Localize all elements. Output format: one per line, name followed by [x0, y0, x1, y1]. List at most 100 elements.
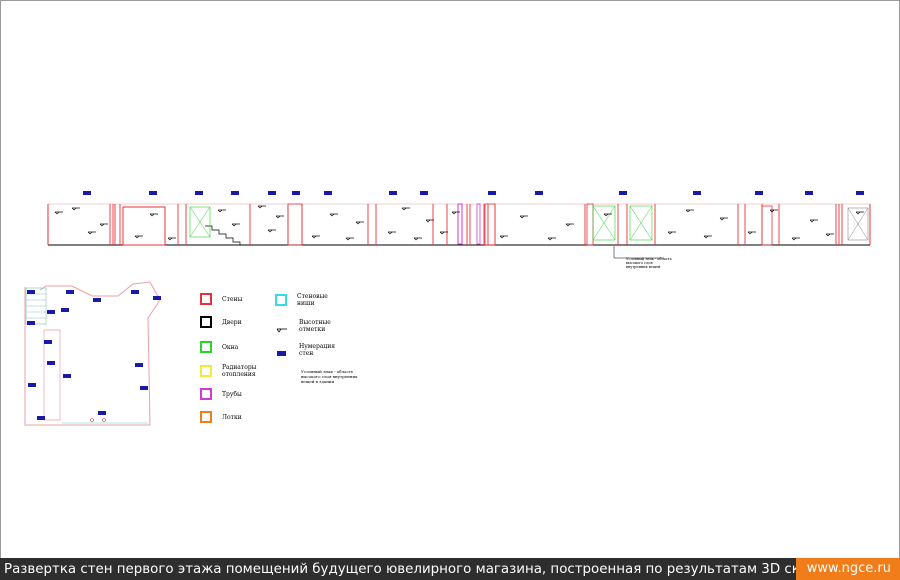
plan-walls: [24, 281, 161, 426]
stair-section: [205, 225, 241, 245]
wall-number-tag: [420, 191, 428, 195]
legend-swatch: [200, 316, 212, 328]
legend-note: Условный знак - область высокого слоя вн…: [301, 369, 358, 384]
elevation-mark-icon: [855, 211, 864, 215]
legend-swatch: [200, 388, 212, 400]
elevation-mark-icon: [747, 231, 756, 235]
wall-number-tag: [268, 191, 276, 195]
floor-plan: [24, 281, 161, 426]
elevation-mark-icon: [217, 209, 226, 213]
wall-number-tag: [619, 191, 627, 195]
wall-number-tag: [63, 374, 71, 378]
legend-label: Двери: [222, 318, 242, 326]
elevation-callout: [613, 246, 664, 259]
legend-item: Двери: [200, 316, 270, 328]
elevation-mark-icon: [565, 223, 574, 227]
elevation-mark-icon: [791, 237, 800, 241]
wall-number-tag: [755, 191, 763, 195]
legend-swatch: [200, 365, 212, 377]
wall-number-tag: [131, 290, 139, 294]
legend-item: Стены: [200, 293, 270, 305]
caption-text: Развертка стен первого этажа помещений б…: [4, 561, 796, 577]
elevation-mark-icon: [439, 231, 448, 235]
wall-number-tag: [27, 321, 35, 325]
legend-swatch: [200, 341, 212, 353]
door-openings: [122, 203, 773, 246]
legend-label: Высотные отметки: [299, 319, 331, 333]
legend-item: Нумерация стен: [275, 343, 347, 357]
elevation-callout-text: Условный знак - область высокого слоя вн…: [626, 257, 672, 269]
elevation-mark-icon: [99, 223, 108, 227]
elevation-mark-icon: [825, 233, 834, 237]
wall-number-tag: [292, 191, 300, 195]
elevation-mark-icon: [499, 235, 508, 239]
elevation-mark-icon: [769, 209, 778, 213]
elevation-mark-icon: [413, 237, 422, 241]
elevation-mark-icon: [231, 223, 240, 227]
legend-item: Стеновые ниши: [275, 293, 345, 307]
wall-number-tag-icon: [275, 344, 289, 356]
elevation-marks: [54, 205, 864, 241]
wall-number-tag: [44, 340, 52, 344]
legend-item: Лотки: [200, 411, 270, 423]
elevation-mark-icon: [703, 235, 712, 239]
elevation-mark-icon: [547, 237, 556, 241]
elevation-mark-icon: [603, 213, 612, 217]
legend-swatch: [275, 294, 287, 306]
elevation-mark-icon: [149, 213, 158, 217]
wall-number-tag: [47, 310, 55, 314]
elevation-mark-icon: [267, 229, 276, 233]
wall-number-tag: [37, 416, 45, 420]
wall-number-tag: [98, 411, 106, 415]
wall-number-tag: [83, 191, 91, 195]
elevation-mark-icon: [345, 237, 354, 241]
elevation-mark-icon: [275, 215, 284, 219]
legend-swatch: [200, 411, 212, 423]
legend-label: Нумерация стен: [299, 343, 336, 357]
wall-development-elevation: [47, 191, 871, 259]
elevation-mark-icon: [809, 219, 818, 223]
wall-number-tags: [83, 191, 864, 195]
wall-number-tag: [153, 296, 161, 300]
elevation-mark-icon: [311, 235, 320, 239]
wall-number-tag: [231, 191, 239, 195]
elevation-mark-icon: [87, 231, 96, 235]
elevation-mark-icon: [54, 211, 63, 215]
elevation-mark-icon: [329, 213, 338, 217]
wall-number-tag: [28, 383, 36, 387]
wall-number-tag: [27, 290, 35, 294]
legend-label: Стены: [222, 295, 243, 303]
elevation-mark-icon: [685, 209, 694, 213]
wall-number-tag: [93, 298, 101, 302]
elevation-mark-icon: [667, 231, 676, 235]
legend-label: Трубы: [222, 390, 242, 398]
legend-item: Окна: [200, 341, 270, 353]
elevation-mark-icon: [401, 207, 410, 211]
elevation-mark-icon: [355, 221, 364, 225]
elevation-mark-icon: [387, 231, 396, 235]
wall-number-tag: [149, 191, 157, 195]
plan-wall-number-tags: [27, 290, 161, 420]
elevation-mark-icon: [134, 235, 143, 239]
wall-number-tag: [693, 191, 701, 195]
legend-label: Стеновые ниши: [297, 293, 328, 307]
wall-number-tag: [389, 191, 397, 195]
elevation-mark-icon: [275, 320, 289, 333]
window-openings: [189, 205, 869, 241]
elevation-mark-icon: [451, 211, 460, 215]
wall-number-tag: [856, 191, 864, 195]
elevation-mark-icon: [719, 217, 728, 221]
legend-swatch: [200, 293, 212, 305]
drawing-frame: [0, 0, 900, 559]
wall-number-tag: [61, 308, 69, 312]
wall-number-tag: [805, 191, 813, 195]
legend-item: Высотные отметки: [275, 319, 347, 333]
elevation-mark-icon: [167, 237, 176, 241]
site-link[interactable]: www.ngce.ru: [795, 558, 900, 580]
wall-number-tag: [47, 361, 55, 365]
legend-item: Трубы: [200, 388, 270, 400]
legend-label: Лотки: [222, 413, 242, 421]
wall-dividers: [109, 204, 843, 245]
elevation-mark-icon: [257, 205, 266, 209]
